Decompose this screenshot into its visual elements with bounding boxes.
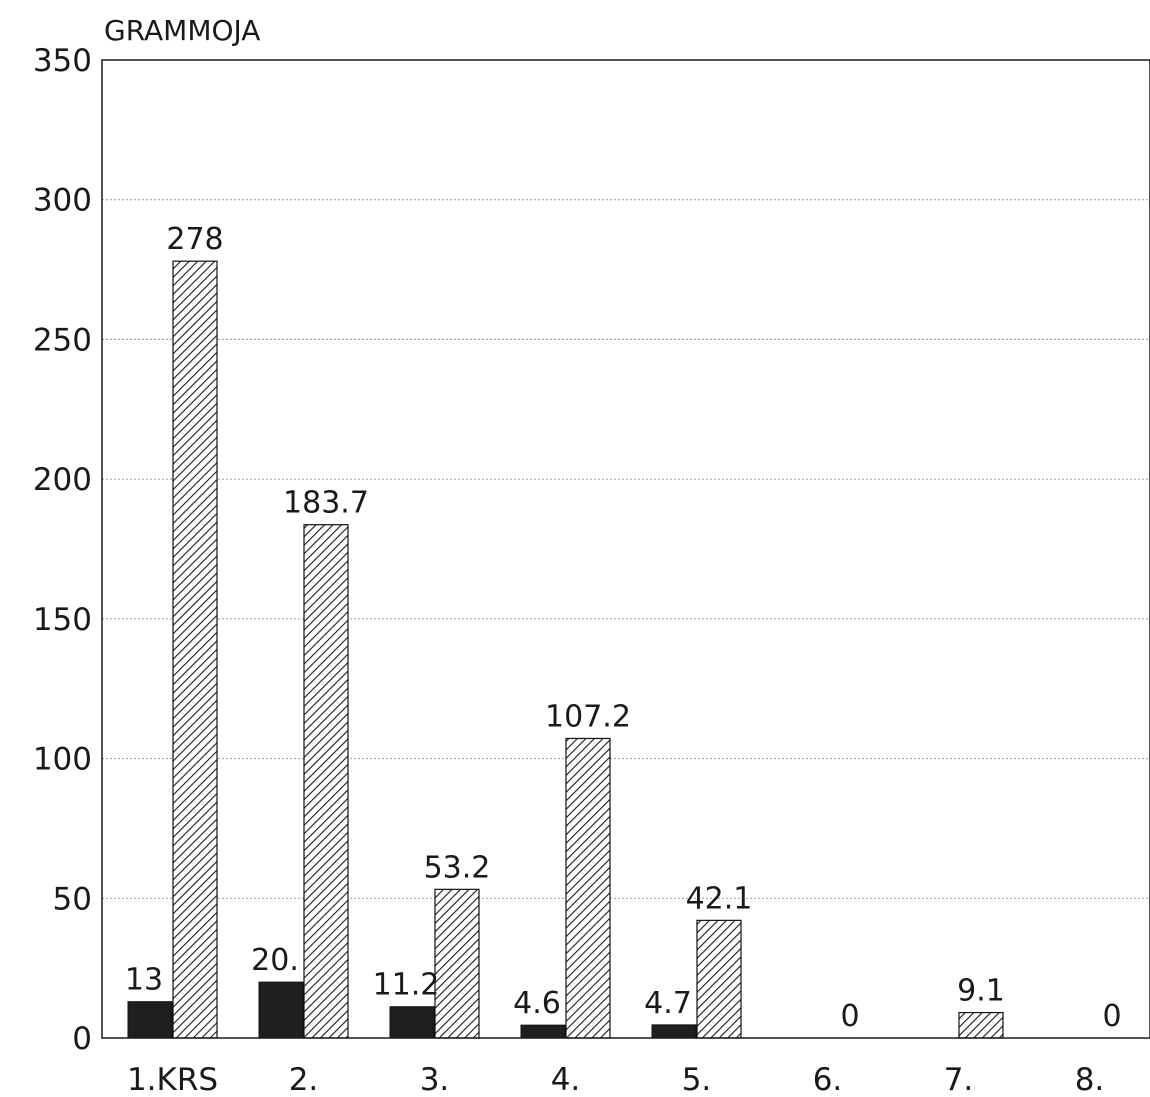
y-tick-label: 100	[33, 742, 92, 778]
bar-solid	[651, 1024, 697, 1039]
x-category-label: 4.	[551, 1062, 581, 1097]
data-label: 4.6	[513, 986, 561, 1021]
gridlines	[102, 199, 1150, 899]
data-label: 4.7	[644, 986, 692, 1021]
bar-hatched	[958, 1011, 1004, 1039]
data-label: 13	[125, 963, 163, 998]
y-tick-label: 200	[33, 462, 92, 498]
bar-solid	[258, 981, 304, 1039]
data-label: 20.	[251, 943, 299, 978]
y-tick-label: 50	[53, 881, 92, 917]
y-tick-label: 350	[33, 43, 92, 79]
x-category-label: 5.	[682, 1062, 712, 1097]
y-tick-label: 300	[33, 183, 92, 219]
data-labels: 13 278 20. 183.7 11.2 53.2 4.6 107.2 4.7 42.1 0 9.1…	[125, 222, 1122, 1034]
bar-hatched	[434, 888, 480, 1039]
data-label: 0	[1102, 999, 1121, 1034]
data-label: 53.2	[424, 850, 491, 885]
bar-solid	[127, 1001, 173, 1039]
x-category-label: 1.KRS	[127, 1062, 218, 1097]
data-label: 42.1	[686, 881, 753, 916]
x-category-label: 8.	[1075, 1062, 1105, 1097]
x-category-label: 7.	[944, 1062, 974, 1097]
y-axis-ticks: 0 50 100 150 200 250 300 350	[33, 43, 92, 1057]
y-tick-label: 0	[72, 1021, 92, 1057]
bars	[127, 260, 1004, 1039]
plot-frame	[101, 59, 1150, 1039]
data-label: 183.7	[283, 486, 369, 521]
bar-hatched	[172, 260, 218, 1039]
data-label: 107.2	[545, 699, 631, 734]
bar-solid	[389, 1006, 435, 1039]
x-category-label: 2.	[289, 1062, 319, 1097]
data-label: 9.1	[957, 974, 1005, 1009]
x-axis-categories: 1.KRS 2. 3. 4. 5. 6. 7. 8.	[127, 1062, 1104, 1097]
y-tick-label: 150	[33, 602, 92, 638]
data-label: 0	[840, 999, 859, 1034]
y-axis-title: GRAMMOJA	[104, 14, 260, 47]
x-category-label: 3.	[420, 1062, 450, 1097]
bar-hatched	[696, 919, 742, 1039]
bar-hatched	[565, 737, 611, 1039]
data-label: 11.2	[373, 968, 440, 1003]
data-label: 278	[166, 222, 223, 257]
bar-solid	[520, 1024, 566, 1039]
bar-hatched	[303, 524, 349, 1039]
x-category-label: 6.	[813, 1062, 843, 1097]
y-tick-label: 250	[33, 322, 92, 358]
